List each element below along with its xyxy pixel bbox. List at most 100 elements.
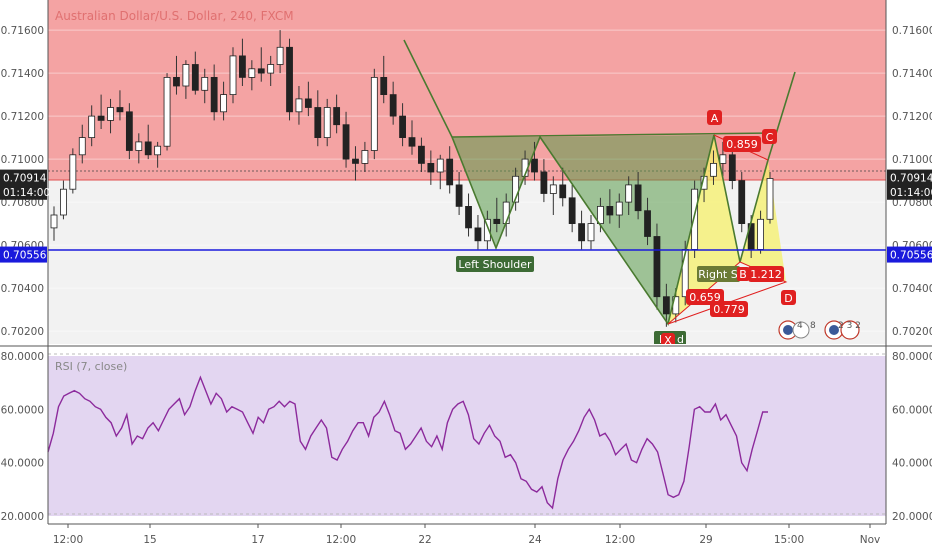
- candle: [88, 105, 96, 147]
- time-axis[interactable]: 12:00 15 17 12:00 22 24 12:00 29 15:00 Nov: [53, 524, 880, 546]
- rsi-tick-label: 60.0000: [1, 404, 44, 416]
- candle: [304, 81, 312, 117]
- price-axis-right[interactable]: 0.716000.714000.712000.710000.708000.706…: [892, 25, 932, 338]
- point-b-label: B: [737, 267, 749, 281]
- candle: [436, 154, 444, 190]
- y-tick-label: 0.71000: [892, 154, 932, 166]
- neckline: [451, 132, 769, 138]
- y-tick-label: 0.70200: [1, 326, 44, 338]
- candle: [295, 86, 303, 125]
- price-tag: 0.70556: [0, 246, 47, 263]
- candle: [286, 38, 293, 121]
- x-tick-label: 12:00: [605, 534, 635, 546]
- point-a-label: A: [707, 110, 722, 125]
- candle: [710, 150, 717, 185]
- candle: [201, 68, 209, 104]
- candle: [653, 223, 661, 310]
- candle: [370, 68, 378, 160]
- candle: [248, 60, 256, 91]
- candle: [163, 73, 171, 151]
- svg-text:0.859: 0.859: [726, 138, 758, 151]
- candle: [97, 94, 105, 129]
- svg-text:01:14:00: 01:14:00: [890, 187, 932, 199]
- price-axis-left[interactable]: 0.716000.714000.712000.710000.708000.706…: [1, 25, 44, 338]
- candle: [352, 146, 359, 181]
- y-tick-label: 0.70200: [892, 326, 932, 338]
- candle: [257, 47, 265, 82]
- x-tick-label: 17: [251, 534, 264, 546]
- candle: [465, 193, 472, 237]
- svg-text:D: D: [784, 292, 792, 305]
- candle: [361, 141, 369, 172]
- candle: [116, 90, 124, 121]
- svg-text:A: A: [711, 112, 719, 125]
- rsi-title: RSI (7, close): [55, 360, 127, 373]
- price-tag: 0.70914: [887, 169, 932, 186]
- candle: [276, 30, 284, 74]
- price-tag: 0.70556: [887, 246, 932, 263]
- rsi-axis[interactable]: 80.0000 80.0000 60.0000 60.0000 40.0000 40.00…: [1, 351, 932, 523]
- candle: [173, 55, 180, 95]
- svg-text:B: B: [739, 268, 747, 281]
- y-tick-label: 0.71400: [1, 68, 44, 80]
- candle: [144, 124, 152, 160]
- y-tick-label: 0.71400: [892, 68, 932, 80]
- x-tick-label: Nov: [860, 534, 881, 546]
- rsi-line: [47, 375, 768, 510]
- x-tick-label: 12:00: [53, 534, 83, 546]
- y-tick-label: 0.70400: [892, 283, 932, 295]
- candle: [446, 146, 454, 194]
- candle: [455, 172, 463, 215]
- chart-title: Australian Dollar/U.S. Dollar, 240, FXCM: [55, 9, 294, 23]
- head-triangle: [540, 135, 714, 324]
- candle: [267, 55, 275, 86]
- x-tick-label: 29: [699, 534, 712, 546]
- candle: [107, 98, 114, 134]
- candle: [634, 172, 642, 220]
- x-tick-label: 15:00: [774, 534, 804, 546]
- candle: [540, 159, 548, 203]
- candle: [314, 90, 322, 147]
- svg-text:0.70556: 0.70556: [890, 250, 932, 262]
- rsi-tick-label: 60.0000: [892, 404, 932, 416]
- rsi-pane: RSI (7, close): [47, 348, 886, 523]
- svg-text:0.70556: 0.70556: [3, 250, 47, 262]
- svg-text:0.659: 0.659: [689, 291, 721, 304]
- candle: [691, 180, 699, 258]
- candle: [50, 206, 58, 241]
- y-tick-label: 0.70400: [1, 283, 44, 295]
- candle: [606, 189, 614, 224]
- candle: [625, 176, 633, 215]
- candle: [719, 141, 727, 177]
- svg-text:X: X: [664, 334, 672, 347]
- candle: [125, 103, 133, 160]
- x-tick-label: 12:00: [326, 534, 356, 546]
- price-tag: 0.70914: [0, 169, 47, 186]
- svg-text:8: 8: [810, 321, 816, 331]
- candle: [210, 64, 218, 121]
- x-tick-label: 22: [418, 534, 431, 546]
- price-pane: Australian Dollar/U.S. Dollar, 240, FXCM…: [48, 0, 886, 347]
- x-tick-label: 15: [143, 534, 156, 546]
- y-tick-label: 0.71200: [1, 111, 44, 123]
- candle: [220, 81, 227, 121]
- y-tick-label: 0.71600: [1, 25, 44, 37]
- candle: [644, 197, 651, 246]
- candle: [135, 133, 143, 164]
- rsi-tick-label: 40.0000: [1, 458, 44, 470]
- price-tag: 01:14:00: [887, 183, 932, 200]
- left-shoulder-label: Left Shoulder: [456, 256, 534, 272]
- candle: [323, 98, 331, 147]
- candle: [333, 94, 341, 134]
- svg-text:Right S: Right S: [698, 268, 737, 281]
- svg-text:2 3 2: 2 3 2: [838, 321, 861, 331]
- economic-event-badge-2[interactable]: 2 3 2: [824, 320, 861, 340]
- ratio-bd-label: 1.212: [748, 266, 784, 282]
- point-x-label: X: [661, 333, 675, 347]
- economic-event-badge-1[interactable]: 4 8: [778, 320, 816, 340]
- candle: [559, 167, 567, 207]
- candle: [399, 103, 406, 147]
- candle: [389, 81, 397, 125]
- candle: [662, 283, 670, 327]
